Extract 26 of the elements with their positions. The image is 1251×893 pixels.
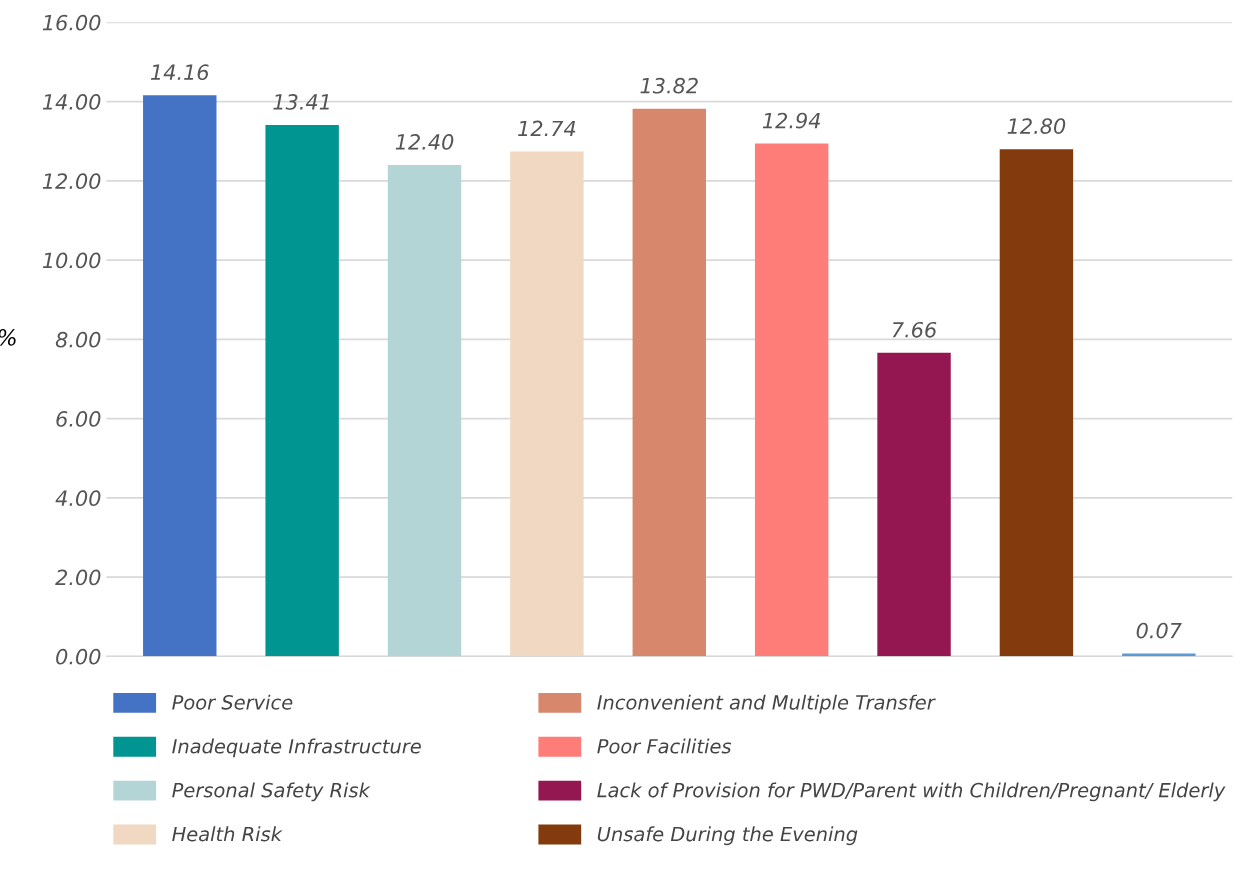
data-label: 12.74 (518, 120, 576, 137)
y-tick-label: 14.00 (42, 94, 101, 110)
y-tick-label: 16.00 (42, 14, 101, 31)
legend-label: Health Risk (172, 826, 283, 842)
data-label: 12.80 (1007, 118, 1066, 134)
y-tick-label: 0.00 (56, 648, 101, 665)
data-label: 0.07 (1136, 622, 1182, 639)
data-label: 12.94 (762, 112, 820, 129)
y-tick-label: 4.00 (55, 490, 101, 507)
data-label: 12.40 (395, 134, 454, 150)
legend-label: Poor Facilities (597, 738, 732, 754)
legend-label: Inconvenient and Multiple Transfer (597, 694, 936, 714)
y-tick-label: 10.00 (42, 252, 101, 269)
y-tick-label: 12.00 (42, 173, 101, 190)
legend-label: Lack of Provision for PWD/Parent with Children/Pregnant/ Elderly (597, 782, 1226, 802)
legend-label: Poor Service (172, 694, 293, 710)
legend-label: Inadequate Infrastructure (172, 738, 421, 758)
y-tick-label: 8.00 (55, 331, 101, 348)
y-tick-label: 6.00 (56, 411, 101, 427)
legend-label: Personal Safety Risk (172, 782, 371, 802)
legend-label: Unsafe During the Evening (597, 826, 858, 846)
data-label: 13.82 (640, 77, 698, 94)
data-label: 14.16 (150, 64, 209, 81)
data-label: 13.41 (273, 94, 329, 110)
y-tick-label: 2.00 (55, 569, 101, 586)
data-label: 7.66 (892, 321, 937, 338)
